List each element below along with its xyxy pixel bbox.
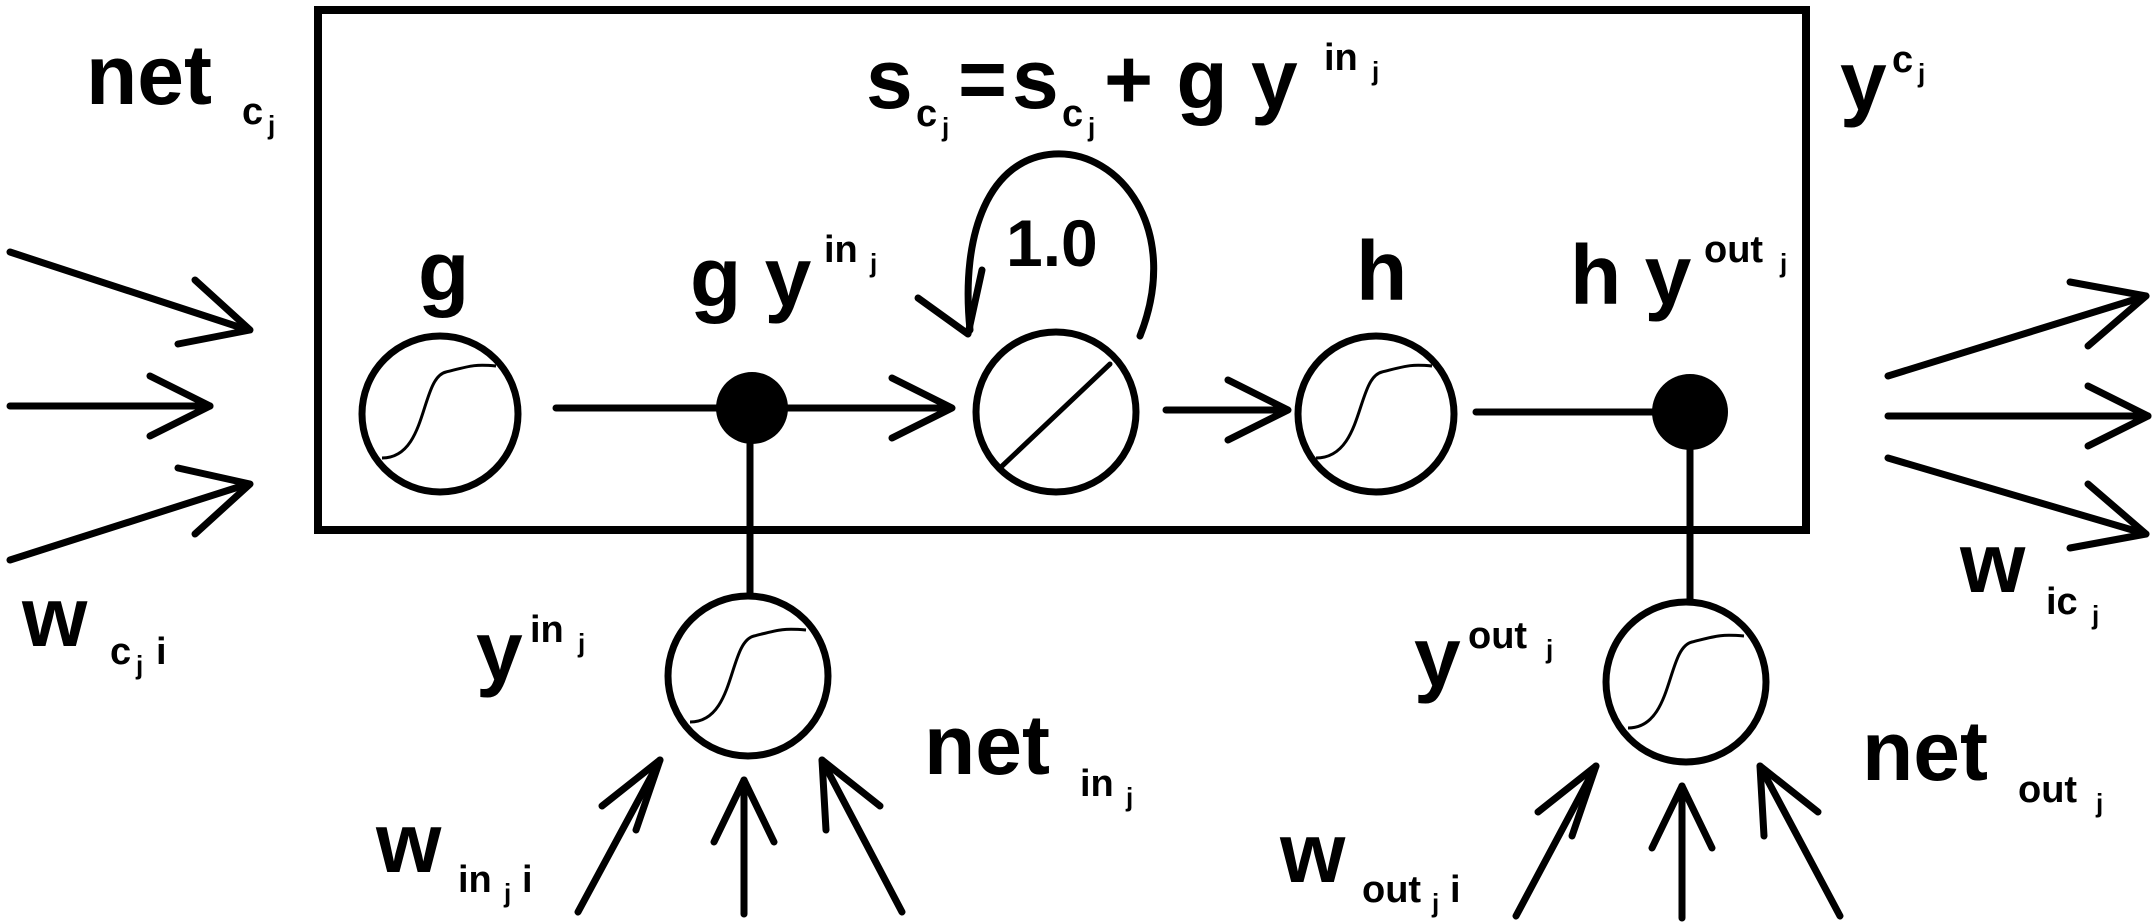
svg-text:j: j (1371, 56, 1379, 86)
svg-text:j: j (267, 110, 275, 140)
output-gate-input-arrows (1512, 762, 1844, 922)
svg-text:w: w (1959, 516, 2026, 610)
label-state-equation: s c j = s c j + g y in j (866, 32, 1379, 142)
svg-text:out: out (2018, 769, 2077, 811)
label-y-inj: y in j (476, 604, 585, 698)
svg-text:j: j (2091, 600, 2099, 630)
svg-text:j: j (869, 248, 877, 278)
label-net-outj: net out j (1862, 704, 2103, 818)
svg-text:in: in (1080, 763, 1114, 805)
svg-text:j: j (135, 650, 143, 680)
label-net-inj: net in j (924, 698, 1133, 812)
svg-text:net: net (924, 698, 1050, 792)
svg-text:in: in (1324, 37, 1358, 79)
svg-text:c: c (110, 631, 131, 673)
memory-cell-box (314, 6, 1810, 534)
svg-text:j: j (941, 112, 949, 142)
label-w-cji: w c j i (21, 570, 167, 680)
svg-text:j: j (1917, 58, 1925, 88)
self-recurrent-loop-arrow (914, 150, 1158, 340)
svg-text:out: out (1468, 615, 1527, 657)
label-h: h (1356, 224, 1407, 318)
g-squash-unit (358, 332, 522, 496)
svg-text:j: j (577, 628, 585, 658)
output-gate-multiplier (1652, 374, 1728, 450)
svg-text:j: j (1087, 112, 1095, 142)
label-y-outj: y out j (1414, 610, 1553, 704)
label-h-yout: h y out j (1570, 228, 1787, 322)
cell-output-arrows (1884, 278, 2152, 552)
svg-text:i: i (522, 859, 533, 901)
svg-text:in: in (458, 859, 492, 901)
label-self-weight: 1.0 (1006, 206, 1098, 280)
svg-text:c: c (916, 93, 937, 135)
label-g-yin: g y in j (690, 229, 877, 324)
svg-text:out: out (1704, 229, 1763, 271)
svg-text:c: c (1062, 93, 1083, 135)
h-squash-unit (1294, 332, 1458, 496)
svg-text:in: in (824, 229, 858, 271)
input-gate-multiplier (716, 372, 788, 444)
svg-text:s: s (866, 32, 913, 126)
cec-linear-unit (972, 328, 1140, 496)
input-gate-unit (664, 592, 832, 760)
label-g: g (418, 224, 469, 318)
svg-text:c: c (1892, 39, 1913, 81)
svg-text:j: j (1545, 634, 1553, 664)
svg-text:c: c (242, 91, 263, 133)
label-w-icj: w ic j (1959, 516, 2099, 630)
svg-text:i: i (156, 631, 167, 673)
svg-text:w: w (21, 570, 88, 664)
svg-text:out: out (1362, 869, 1421, 911)
svg-text:j: j (1779, 248, 1787, 278)
svg-text:ic: ic (2046, 581, 2078, 623)
svg-text:=: = (958, 32, 1007, 126)
svg-text:j: j (2095, 788, 2103, 818)
input-gate-input-arrows (574, 756, 906, 918)
svg-text:s: s (1012, 32, 1059, 126)
svg-text:j: j (1125, 782, 1133, 812)
label-y-cj: y c j (1840, 34, 1925, 128)
label-net-cj: net c j (86, 28, 275, 140)
svg-text:y: y (476, 604, 523, 698)
svg-text:j: j (503, 878, 511, 908)
output-gate-unit (1602, 598, 1770, 766)
cell-input-arrows (6, 248, 254, 564)
svg-text:net: net (1862, 704, 1988, 798)
svg-text:g y: g y (690, 230, 812, 324)
svg-text:net: net (86, 28, 212, 122)
svg-text:i: i (1450, 869, 1461, 911)
svg-text:h y: h y (1570, 228, 1692, 322)
label-w-outji: w out j i (1279, 806, 1461, 918)
svg-text:y: y (1414, 610, 1461, 704)
svg-text:+ g y: + g y (1104, 32, 1298, 126)
label-w-inji: w in j i (375, 796, 533, 908)
svg-text:w: w (1279, 806, 1346, 900)
svg-text:y: y (1840, 34, 1887, 128)
svg-text:j: j (1431, 888, 1439, 918)
svg-text:w: w (375, 796, 442, 890)
svg-text:in: in (530, 609, 564, 651)
